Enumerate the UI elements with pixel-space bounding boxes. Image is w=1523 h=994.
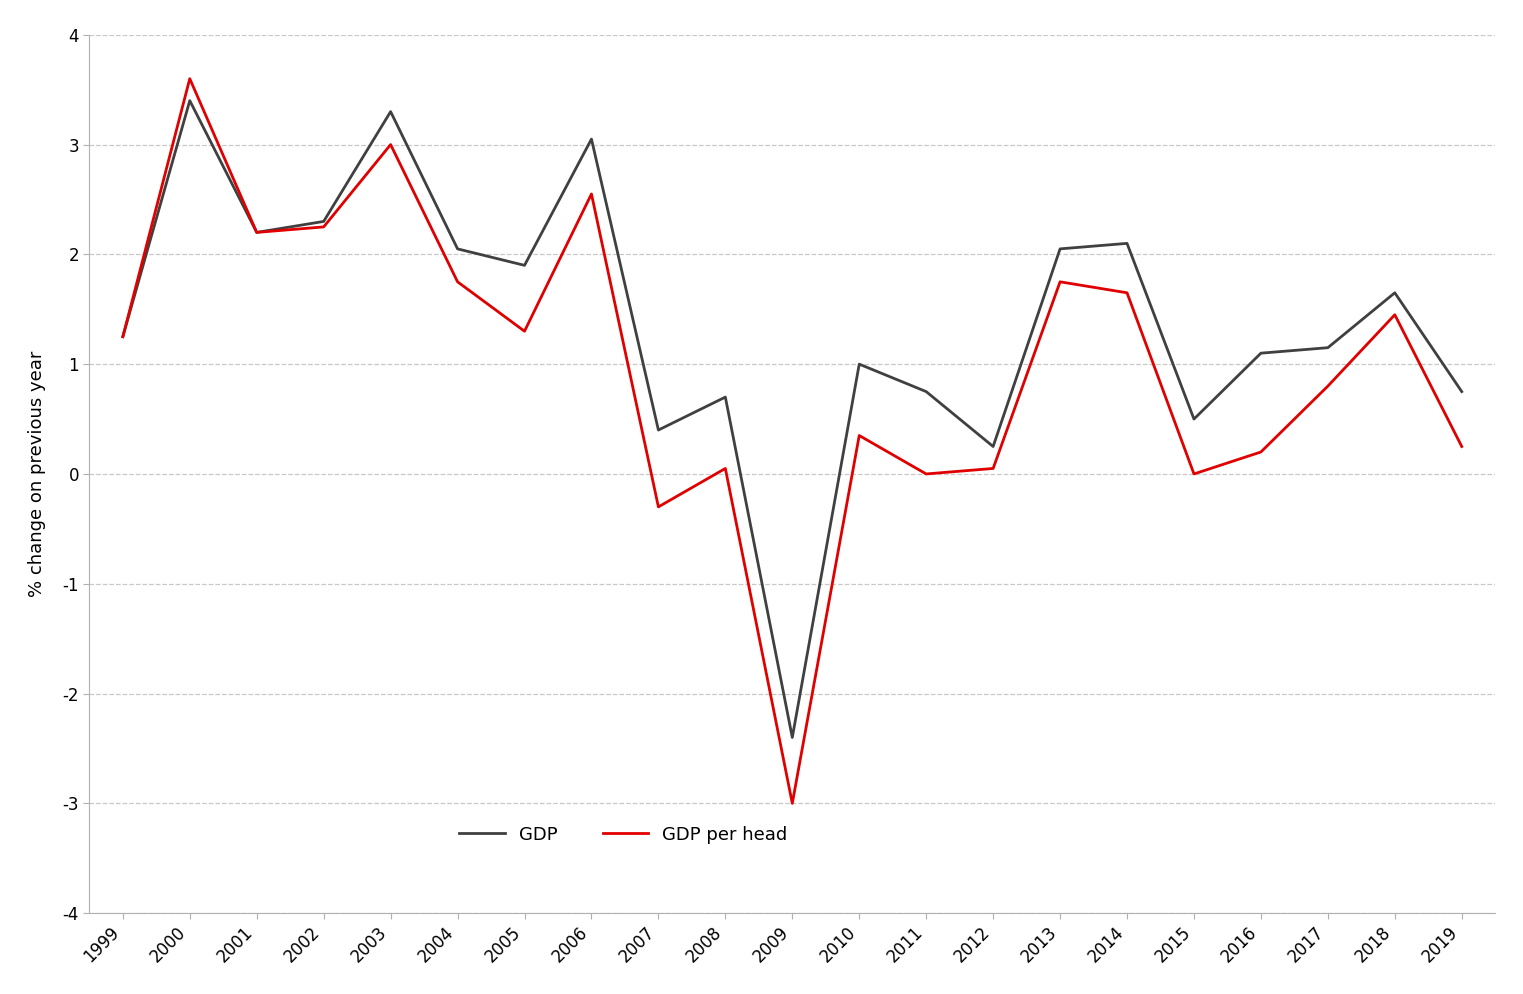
GDP per head [381, 138, 399, 150]
Line: GDP per head: GDP per head [123, 79, 1462, 803]
GDP [1453, 386, 1471, 398]
GDP [515, 259, 533, 271]
GDP [1185, 414, 1203, 425]
GDP per head [850, 429, 868, 441]
GDP [381, 105, 399, 117]
Legend: GDP, GDP per head: GDP, GDP per head [452, 819, 795, 852]
GDP per head [582, 188, 600, 200]
GDP per head [649, 501, 667, 513]
GDP [181, 94, 200, 106]
GDP per head [315, 221, 334, 233]
Y-axis label: % change on previous year: % change on previous year [27, 351, 46, 597]
GDP per head [1185, 468, 1203, 480]
Line: GDP: GDP [123, 100, 1462, 738]
GDP [850, 358, 868, 370]
GDP [649, 424, 667, 436]
GDP per head [1051, 276, 1069, 288]
GDP [783, 732, 801, 744]
GDP per head [716, 462, 734, 474]
GDP per head [984, 462, 1002, 474]
GDP [248, 227, 267, 239]
GDP [1319, 342, 1337, 354]
GDP [1118, 238, 1136, 249]
GDP per head [448, 276, 466, 288]
GDP [448, 243, 466, 254]
GDP per head [1118, 287, 1136, 299]
GDP [716, 391, 734, 403]
GDP [114, 331, 133, 343]
GDP [1252, 347, 1270, 359]
GDP [1051, 243, 1069, 254]
GDP [315, 216, 334, 228]
GDP [984, 440, 1002, 452]
GDP [917, 386, 935, 398]
GDP per head [917, 468, 935, 480]
GDP [1386, 287, 1404, 299]
GDP per head [1453, 440, 1471, 452]
GDP per head [1386, 309, 1404, 321]
GDP per head [515, 325, 533, 337]
GDP per head [248, 227, 267, 239]
GDP per head [1252, 446, 1270, 458]
GDP per head [181, 73, 200, 84]
GDP per head [114, 331, 133, 343]
GDP [582, 133, 600, 145]
GDP per head [1319, 380, 1337, 392]
GDP per head [783, 797, 801, 809]
